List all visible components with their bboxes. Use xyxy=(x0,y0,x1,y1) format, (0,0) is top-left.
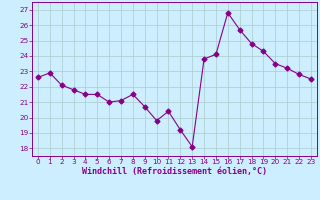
X-axis label: Windchill (Refroidissement éolien,°C): Windchill (Refroidissement éolien,°C) xyxy=(82,167,267,176)
